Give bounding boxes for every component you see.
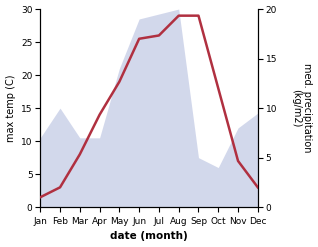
X-axis label: date (month): date (month) — [110, 231, 188, 242]
Y-axis label: max temp (C): max temp (C) — [5, 74, 16, 142]
Y-axis label: med. precipitation
(kg/m2): med. precipitation (kg/m2) — [291, 63, 313, 153]
